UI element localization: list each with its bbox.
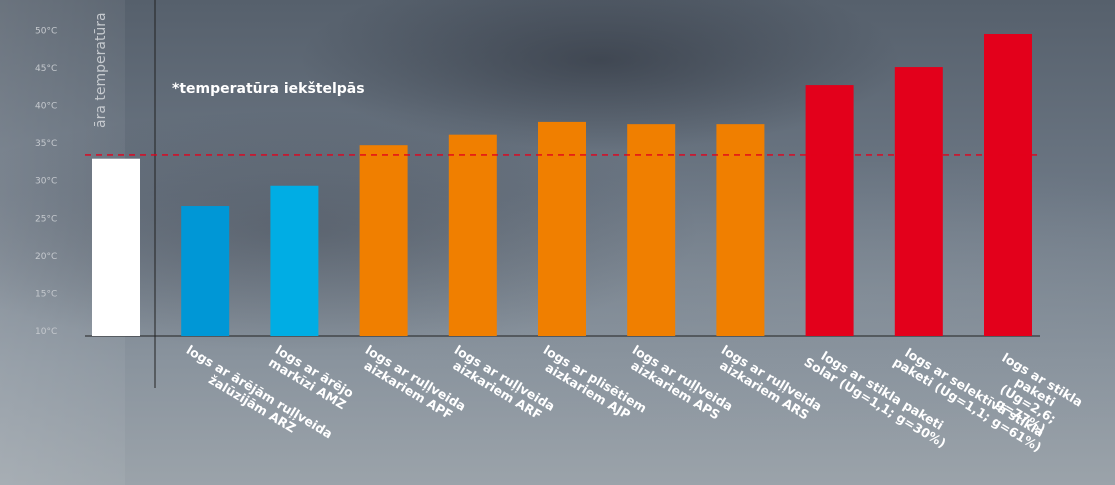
bar xyxy=(627,124,675,336)
bar xyxy=(181,206,229,336)
bar xyxy=(984,34,1032,336)
bar xyxy=(360,145,408,336)
y-tick-label: 35°C xyxy=(35,139,57,149)
y-tick-label: 25°C xyxy=(35,214,57,224)
chart: āra temperatūra *temperatūra iekštelpās … xyxy=(0,0,1115,485)
bar xyxy=(92,159,140,336)
bar xyxy=(716,124,764,336)
y-tick-label: 45°C xyxy=(35,64,57,74)
y-axis-label: āra temperatūra xyxy=(93,12,109,128)
y-tick-label: 30°C xyxy=(35,177,57,187)
y-tick-label: 40°C xyxy=(35,102,57,112)
bar xyxy=(449,135,497,336)
annotation: *temperatūra iekštelpās xyxy=(172,81,365,97)
bar xyxy=(806,85,854,336)
y-tick-label: 15°C xyxy=(35,289,57,299)
page: āra temperatūra *temperatūra iekštelpās … xyxy=(0,0,1115,485)
y-tick-label: 20°C xyxy=(35,252,57,262)
y-tick-label: 50°C xyxy=(35,27,57,37)
y-tick-label: 10°C xyxy=(35,327,57,337)
bar xyxy=(538,122,586,336)
bar xyxy=(895,67,943,336)
bar xyxy=(270,186,318,336)
